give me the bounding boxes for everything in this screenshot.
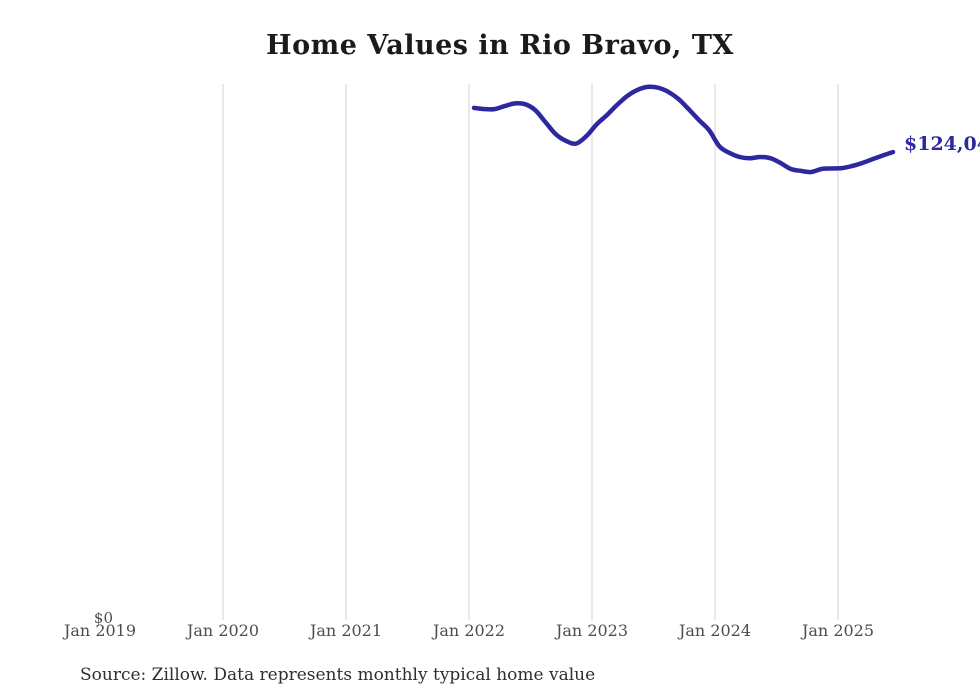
x-axis-tick-label-jan-2024: Jan 2024 bbox=[678, 621, 752, 640]
x-axis-tick-label-jan-2023: Jan 2023 bbox=[555, 621, 629, 640]
y-axis-zero-tick-label: $0 bbox=[93, 609, 113, 627]
latest-value-label: $124,046 bbox=[904, 133, 980, 155]
home-value-line bbox=[471, 84, 896, 175]
x-axis-tick-label-jan-2021: Jan 2021 bbox=[309, 621, 383, 640]
source-note: Source: Zillow. Data represents monthly … bbox=[80, 665, 596, 685]
x-axis-tick-label-jan-2022: Jan 2022 bbox=[432, 621, 506, 640]
chart-title: Home Values in Rio Bravo, TX bbox=[266, 30, 734, 61]
x-axis-tick-label-jan-2025: Jan 2025 bbox=[801, 621, 875, 640]
x-axis-tick-label-jan-2020: Jan 2020 bbox=[186, 621, 260, 640]
x-axis-tick-label-jan-2019: Jan 2019 bbox=[63, 621, 137, 640]
